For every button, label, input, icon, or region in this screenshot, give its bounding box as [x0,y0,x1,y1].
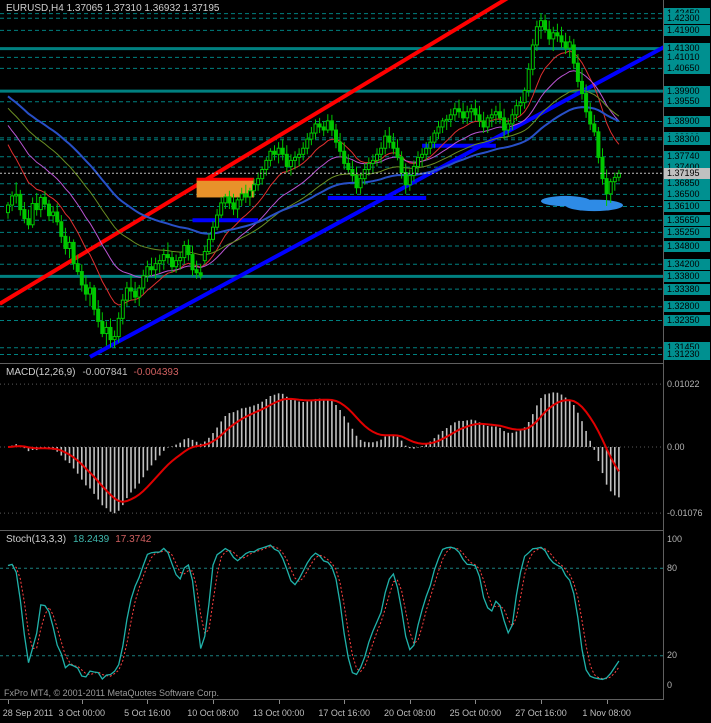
time-tick-mark [213,700,214,704]
time-tick-mark [475,700,477,704]
main-chart-panel: EURUSD,H4 1.37065 1.37310 1.36932 1.3719… [0,0,665,364]
time-tick-label: 10 Oct 08:00 [187,708,239,718]
bid-price-label: 1.37195 [664,167,710,179]
price-level-label: 1.37400 [664,161,710,173]
macd-value-main: -0.007841 [82,367,128,378]
time-tick-mark [81,700,83,704]
price-level-label: 1.41300 [664,43,710,55]
stoch-scale-label: 0 [667,679,673,690]
time-tick-label: 17 Oct 16:00 [318,708,370,718]
macd-scale-label: 0.00 [667,441,685,452]
time-tick-mark [8,700,9,704]
stoch-value-d: 17.3742 [115,534,152,545]
price-level-label: 1.33380 [664,283,710,295]
time-tick-mark [278,700,280,704]
price-level-label: 1.33800 [664,270,710,282]
stoch-label: Stoch(13,3,3) 18.2439 17.3742 [6,534,151,545]
copyright-text: FxPro MT4, © 2001-2011 MetaQuotes Softwa… [4,688,220,698]
stochastic-signal-line [7,546,620,680]
price-level-label: 1.41010 [664,51,710,63]
candlesticks [6,13,621,348]
price-level-label: 1.39550 [664,96,710,108]
macd-scale-label: 0.01022 [667,378,700,389]
price-level-label: 1.42300 [664,12,710,24]
stoch-scale-label: 100 [667,533,683,544]
macd-signal-line [7,397,620,503]
highlight-cloud [541,195,623,212]
time-tick-mark [541,700,542,704]
time-tick-label: 20 Oct 08:00 [384,708,436,718]
price-level-label: 1.36850 [664,178,710,190]
macd-histogram [11,392,620,514]
time-tick-label: 5 Oct 16:00 [124,708,171,718]
price-level-label: 1.35250 [664,226,710,238]
time-tick-label: 27 Oct 16:00 [515,708,567,718]
macd-panel: MACD(12,26,9) -0.007841 -0.004393 [0,364,663,531]
macd-value-signal: -0.004393 [133,367,179,378]
stochastic-canvas[interactable] [0,531,663,699]
time-tick-label: 13 Oct 00:00 [252,708,305,718]
time-tick-label: 25 Oct 00:00 [449,708,502,718]
consolidation-rectangle[interactable] [196,179,254,198]
stochastic-panel: Stoch(13,3,3) 18.2439 17.3742 [0,531,663,700]
price-level-label: 1.37740 [664,151,710,163]
price-scale[interactable]: 1.424501.423001.419001.413001.410101.406… [664,0,711,723]
stoch-value-k: 18.2439 [73,534,110,545]
price-level-label: 1.32800 [664,301,710,313]
price-scale-separator [663,0,664,700]
time-tick-label: 3 Oct 00:00 [58,708,106,718]
price-level-label: 1.41900 [664,24,710,36]
price-level-label: 1.31450 [664,342,710,354]
price-level-label: 1.38900 [664,116,710,127]
stoch-scale-label: 20 [667,650,678,661]
price-level-label: 1.34800 [664,240,710,252]
macd-label: MACD(12,26,9) -0.007841 -0.004393 [6,367,179,378]
time-tick-mark [606,700,608,704]
price-level-label: 1.35650 [664,214,710,226]
price-level-label: 1.32350 [664,315,710,326]
stochastic-main-line [7,544,620,681]
price-level-label: 1.38300 [664,134,710,146]
price-level-label: 1.36500 [664,188,710,200]
price-level-label: 1.34200 [664,258,710,270]
price-level-label: 1.39900 [664,85,710,97]
macd-scale-label: -0.01076 [667,507,703,518]
price-level-label: 1.31230 [664,349,710,360]
time-tick-mark [344,700,346,704]
time-tick-label: 28 Sep 2011 [2,708,54,718]
stochastic-level-lines [0,567,663,657]
support-resistance-level-lines [0,13,663,355]
price-level-label: 1.40650 [664,62,710,74]
time-tick-mark [409,700,411,704]
stoch-scale-label: 80 [667,562,678,573]
macd-indicator-name: MACD(12,26,9) [6,367,76,378]
price-level-label: 1.36100 [664,201,710,213]
stoch-indicator-name: Stoch(13,3,3) [6,534,67,545]
time-tick-label: 1 Nov 08:00 [582,708,631,718]
chart-title: EURUSD,H4 1.37065 1.37310 1.36932 1.3719… [6,3,220,14]
macd-canvas[interactable] [0,364,663,530]
main-chart-canvas[interactable] [0,0,665,363]
time-tick-mark [147,700,149,704]
ascending-support[interactable] [89,45,665,359]
time-axis[interactable]: 28 Sep 2011 3 Oct 00:00 5 Oct 16:00 10 Oct … [0,700,663,723]
trend-lines[interactable] [0,0,665,359]
